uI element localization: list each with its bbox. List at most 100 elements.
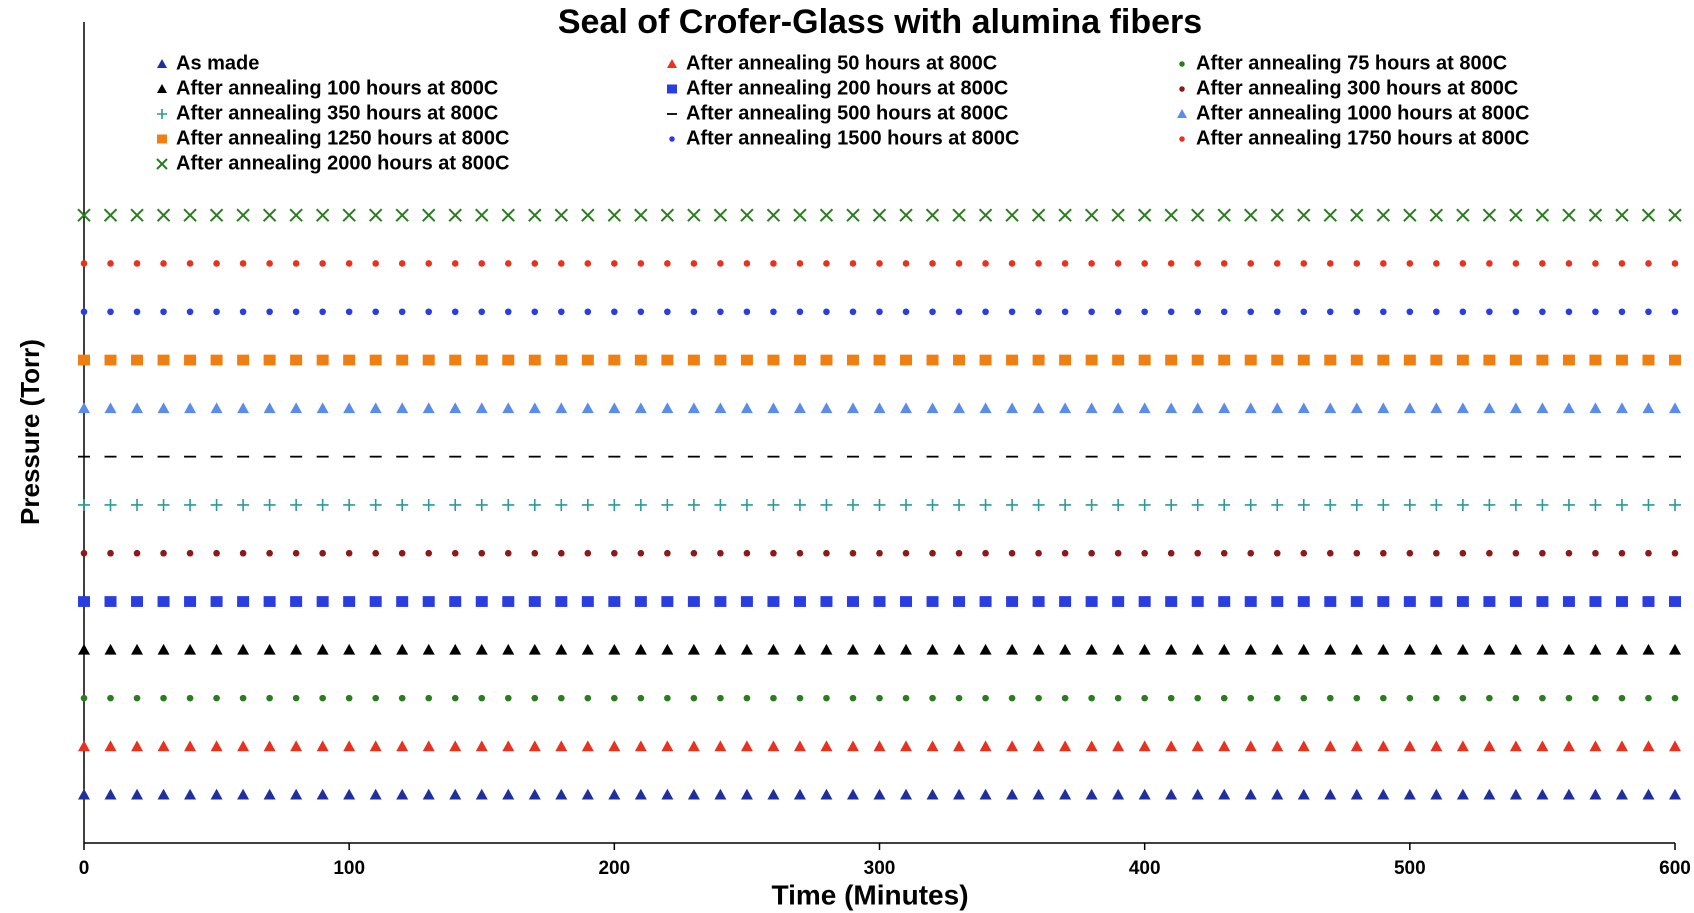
marker (1618, 308, 1626, 316)
marker (107, 260, 114, 267)
marker (1430, 740, 1443, 752)
marker (1642, 740, 1655, 752)
marker (478, 308, 486, 316)
marker (900, 354, 913, 366)
marker (396, 354, 409, 366)
marker (1006, 788, 1019, 800)
marker (1032, 402, 1045, 414)
marker (449, 788, 462, 800)
marker (78, 402, 90, 414)
marker (558, 260, 565, 267)
legend-label: After annealing 1750 hours at 800C (1196, 127, 1529, 149)
marker (1403, 498, 1416, 511)
marker (1137, 208, 1152, 222)
marker (157, 402, 170, 414)
marker (714, 596, 727, 607)
marker (1456, 354, 1469, 366)
marker (793, 740, 806, 752)
marker (611, 549, 618, 557)
marker (955, 694, 963, 702)
marker (555, 596, 568, 607)
marker (1141, 549, 1148, 557)
marker (953, 402, 966, 414)
marker (1244, 740, 1257, 752)
marker (425, 694, 433, 702)
marker (425, 308, 433, 316)
marker (345, 308, 353, 316)
marker (637, 308, 645, 316)
marker (237, 788, 250, 800)
marker (213, 549, 220, 557)
marker (1324, 643, 1337, 655)
marker (876, 694, 883, 702)
marker (396, 596, 409, 607)
marker (343, 788, 356, 800)
marker (1615, 498, 1628, 511)
marker (1509, 498, 1522, 511)
marker (343, 596, 356, 607)
marker (528, 788, 541, 800)
marker (213, 694, 220, 702)
marker (184, 643, 197, 655)
marker (1088, 694, 1095, 702)
x-tick-label: 500 (1394, 858, 1426, 879)
marker (637, 549, 645, 557)
marker (1483, 740, 1496, 752)
marker (1326, 694, 1334, 702)
marker (372, 694, 379, 702)
marker (1220, 694, 1228, 702)
marker (319, 308, 326, 316)
marker (1562, 788, 1575, 800)
marker (900, 402, 913, 414)
marker (1377, 740, 1390, 752)
marker (1138, 354, 1151, 366)
marker (316, 354, 329, 366)
marker (262, 208, 277, 222)
marker (475, 208, 489, 222)
marker (872, 208, 887, 222)
marker (1565, 694, 1573, 702)
marker (1111, 208, 1125, 222)
marker (929, 549, 936, 557)
marker (131, 788, 144, 800)
marker (475, 354, 488, 366)
legend-marker (1177, 109, 1187, 118)
marker (1112, 643, 1125, 655)
marker (1273, 549, 1281, 557)
marker (1592, 260, 1599, 267)
marker (478, 549, 486, 557)
marker (1323, 208, 1337, 222)
marker (1271, 596, 1284, 607)
marker (1297, 208, 1311, 222)
marker (1588, 208, 1603, 222)
marker (1430, 498, 1443, 511)
marker (1350, 596, 1363, 607)
marker (1271, 643, 1284, 655)
marker (1642, 402, 1655, 414)
marker (183, 208, 197, 222)
marker (1459, 694, 1467, 702)
marker (504, 260, 512, 267)
marker (1377, 354, 1390, 366)
marker (1244, 788, 1257, 800)
marker (316, 740, 329, 752)
marker (475, 643, 488, 655)
marker (1218, 596, 1231, 607)
marker (900, 643, 913, 655)
marker (1671, 694, 1679, 702)
marker (1429, 208, 1444, 222)
marker (664, 260, 671, 267)
marker (634, 788, 647, 800)
marker (1006, 402, 1019, 414)
marker (1247, 260, 1255, 267)
marker (687, 788, 700, 800)
legend-marker (157, 84, 167, 93)
marker (767, 788, 780, 800)
marker (846, 740, 859, 752)
marker (1114, 549, 1122, 557)
marker (345, 260, 353, 267)
marker (581, 788, 594, 800)
marker (1138, 498, 1151, 511)
marker (1486, 260, 1493, 267)
marker (1589, 498, 1602, 511)
